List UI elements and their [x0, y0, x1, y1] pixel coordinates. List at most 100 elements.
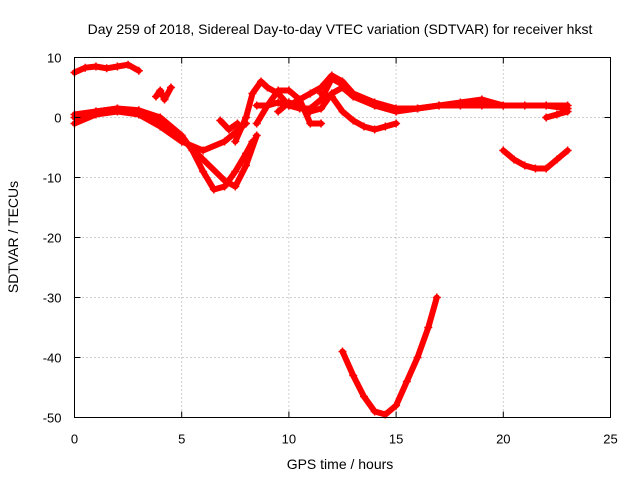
- data-point: [263, 101, 272, 110]
- data-point: [220, 137, 229, 146]
- data-point: [124, 60, 133, 69]
- data-point: [252, 131, 261, 140]
- data-point: [531, 164, 540, 173]
- y-tick-label: 10: [47, 51, 61, 66]
- data-point: [402, 377, 411, 386]
- data-point: [306, 107, 315, 116]
- x-tick-label: 0: [71, 432, 78, 447]
- data-point: [199, 167, 208, 176]
- data-point: [242, 113, 251, 122]
- y-tick-label: 0: [54, 111, 61, 126]
- y-axis-label: SDTVAR / TECUs: [5, 181, 21, 293]
- data-point: [456, 98, 465, 107]
- data-point: [392, 401, 401, 410]
- data-point: [563, 107, 572, 116]
- data-point: [499, 101, 508, 110]
- data-point: [209, 185, 218, 194]
- data-point: [317, 89, 326, 98]
- x-tick-label: 15: [389, 432, 403, 447]
- data-point: [274, 98, 283, 107]
- data-point: [349, 92, 358, 101]
- data-point: [317, 119, 326, 128]
- data-point: [199, 146, 208, 155]
- data-point: [242, 161, 251, 170]
- data-point: [370, 407, 379, 416]
- x-tick-label: 10: [282, 432, 296, 447]
- data-point: [231, 167, 240, 176]
- data-point: [252, 101, 261, 110]
- data-point: [284, 86, 293, 95]
- data-point: [338, 107, 347, 116]
- data-point: [274, 86, 283, 95]
- data-point: [552, 110, 561, 119]
- data-point: [81, 63, 90, 72]
- data-point: [91, 62, 100, 71]
- data-point: [327, 92, 336, 101]
- data-point: [477, 95, 486, 104]
- x-tick-label: 25: [603, 432, 617, 447]
- data-point: [284, 98, 293, 107]
- data-point: [349, 371, 358, 380]
- data-point: [359, 122, 368, 131]
- x-axis-label: GPS time / hours: [287, 456, 394, 472]
- data-point: [338, 347, 347, 356]
- data-point: [552, 155, 561, 164]
- ticks: 0 5 10 15 20 25 10 0 -10 -20 -30 -40 -50: [43, 51, 618, 447]
- data-point: [177, 137, 186, 146]
- series-group: [70, 60, 572, 419]
- data-point: [327, 74, 336, 83]
- data-point: [520, 101, 529, 110]
- chart-title: Day 259 of 2018, Sidereal Day-to-day VTE…: [88, 21, 593, 37]
- data-point: [520, 161, 529, 170]
- data-point: [113, 104, 122, 113]
- x-tick-label: 20: [496, 432, 510, 447]
- data-point: [542, 101, 551, 110]
- data-point: [231, 182, 240, 191]
- data-point: [91, 107, 100, 116]
- data-point: [510, 155, 519, 164]
- data-point: [156, 86, 165, 95]
- data-point: [370, 125, 379, 134]
- y-tick-label: -10: [43, 171, 62, 186]
- data-point: [252, 119, 261, 128]
- data-point: [381, 122, 390, 131]
- y-tick-label: -20: [43, 231, 62, 246]
- data-point: [216, 116, 225, 125]
- data-point: [134, 110, 143, 119]
- data-point: [359, 392, 368, 401]
- data-point: [102, 64, 111, 73]
- data-point: [134, 66, 143, 75]
- data-point: [220, 176, 229, 185]
- data-point: [563, 146, 572, 155]
- y-tick-label: -50: [43, 411, 62, 426]
- data-point: [317, 104, 326, 113]
- y-tick-label: -40: [43, 351, 62, 366]
- data-point: [257, 77, 266, 86]
- data-point: [160, 95, 169, 104]
- data-point: [338, 83, 347, 92]
- x-tick-label: 5: [178, 432, 185, 447]
- data-point: [248, 89, 257, 98]
- data-point: [306, 119, 315, 128]
- data-point: [542, 113, 551, 122]
- data-point: [424, 323, 433, 332]
- series-arc-short-4h: [153, 84, 174, 103]
- data-point: [151, 92, 160, 101]
- data-point: [224, 125, 233, 134]
- data-point: [274, 107, 283, 116]
- data-point: [413, 104, 422, 113]
- data-point: [166, 83, 175, 92]
- data-point: [542, 164, 551, 173]
- data-point: [349, 116, 358, 125]
- series-arc-10h: [275, 84, 400, 115]
- data-point: [370, 101, 379, 110]
- data-point: [392, 107, 401, 116]
- data-point: [306, 89, 315, 98]
- data-point: [156, 122, 165, 131]
- series-arc-dip-14h: [339, 294, 440, 418]
- data-point: [231, 137, 240, 146]
- data-point: [499, 146, 508, 155]
- data-point: [295, 101, 304, 110]
- data-point: [432, 293, 441, 302]
